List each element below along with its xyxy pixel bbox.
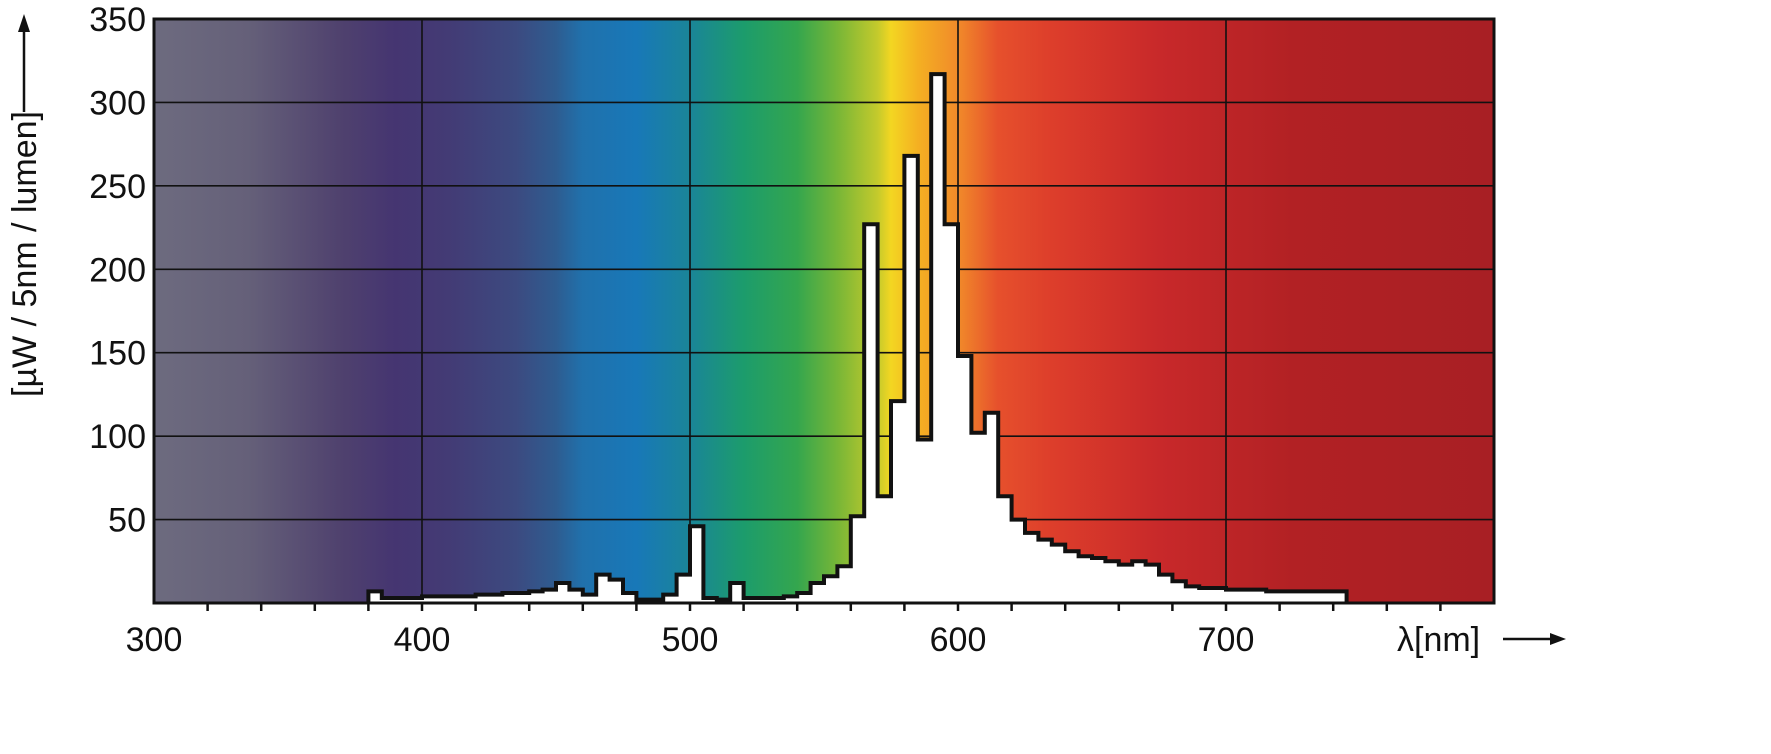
spectrum-bar-535 [783, 596, 798, 603]
spectrum-bar-540 [797, 592, 812, 603]
spectrum-bar-710 [1252, 589, 1267, 603]
spectrum-bar-570 [877, 496, 892, 603]
spectrum-bar-595 [944, 224, 959, 603]
spectrum-bar-530 [770, 597, 785, 603]
x-tick-label-300: 300 [126, 621, 183, 659]
spectrum-bar-670 [1145, 564, 1160, 603]
x-axis-arrow [1503, 633, 1566, 645]
spectrum-bar-515 [730, 582, 745, 603]
spectrum-bar-560 [850, 516, 865, 603]
spectrum-bar-610 [984, 412, 999, 603]
spectrum-bar-720 [1279, 591, 1294, 603]
spectrum-bar-615 [998, 496, 1013, 603]
spectrum-bar-460 [582, 594, 597, 603]
spectrum-bar-475 [623, 592, 637, 603]
x-tick-label-500: 500 [662, 621, 719, 659]
spectrum-bar-680 [1172, 581, 1187, 603]
spectrum-bar-625 [1025, 532, 1039, 603]
spectrum-bar-555 [837, 566, 852, 603]
spectrum-bar-635 [1051, 544, 1066, 603]
spectrum-bar-495 [676, 574, 691, 603]
spectrum-bar-640 [1065, 551, 1080, 603]
spectrum-bar-385 [381, 597, 396, 603]
y-tick-label-150: 150 [89, 335, 146, 373]
spectrum-bar-420 [475, 594, 490, 603]
spectrum-bar-740 [1333, 591, 1348, 603]
y-axis-ticks: 50 100 150 200 250 300 350 [89, 1, 146, 540]
spectrum-bar-545 [810, 582, 825, 603]
x-tick-label-400: 400 [394, 621, 451, 659]
spectrum-bar-665 [1132, 561, 1147, 603]
spectrum-bar-435 [515, 592, 530, 603]
spectrum-bar-700 [1226, 589, 1240, 603]
spectrum-bar-630 [1038, 539, 1053, 603]
spectrum-bar-695 [1212, 587, 1227, 603]
spectrum-bar-590 [931, 74, 946, 603]
spectrum-bar-650 [1092, 557, 1106, 603]
x-axis-ticks: 300 400 500 600 700 [126, 603, 1442, 659]
y-axis-arrow [18, 14, 30, 112]
spectrum-bar-605 [971, 432, 986, 603]
y-axis-title: [µW / 5nm / lumen] [6, 111, 44, 397]
spectrum-bar-690 [1199, 587, 1214, 603]
spectrum-bar-450 [556, 582, 570, 603]
spectrum-bar-645 [1078, 556, 1093, 603]
spectrum-bar-705 [1239, 589, 1254, 603]
spectrum-bar-575 [891, 401, 905, 603]
spectrum-bar-675 [1159, 574, 1173, 603]
spectrum-bar-455 [569, 589, 584, 603]
y-tick-label-300: 300 [89, 84, 146, 122]
spectrum-bars [368, 74, 1348, 603]
x-tick-label-600: 600 [930, 621, 987, 659]
spectrum-bar-685 [1185, 586, 1200, 603]
spectrum-bar-490 [663, 594, 678, 603]
spectrum-bar-430 [502, 592, 517, 603]
spectrum-bar-730 [1306, 591, 1321, 603]
spectrum-bar-440 [529, 591, 544, 603]
y-tick-label-50: 50 [108, 502, 146, 540]
spectrum-bar-600 [958, 356, 972, 603]
spectrum-bar-620 [1011, 519, 1026, 603]
spectrum-bar-520 [743, 597, 758, 603]
x-tick-label-700: 700 [1198, 621, 1255, 659]
spectrum-bar-400 [422, 596, 436, 603]
spectrum-bar-425 [489, 594, 503, 603]
y-tick-label-350: 350 [89, 1, 146, 39]
spectrum-bar-655 [1105, 561, 1120, 603]
spectrum-bar-445 [542, 589, 557, 603]
spectrum-bar-715 [1266, 591, 1281, 603]
spectrum-bar-500 [690, 526, 704, 603]
spectrum-bar-380 [368, 591, 383, 603]
y-tick-label-200: 200 [89, 251, 146, 289]
spectrum-bar-565 [864, 224, 879, 603]
spectrum-bar-410 [448, 596, 463, 603]
spectrum-bar-725 [1293, 591, 1307, 603]
spectrum-bar-395 [408, 597, 423, 603]
spectrum-bar-735 [1319, 591, 1334, 603]
spectrum-bar-465 [596, 574, 611, 603]
y-tick-label-250: 250 [89, 168, 146, 206]
spectrum-bar-525 [757, 597, 771, 603]
spectrum-bar-580 [904, 155, 919, 603]
spectrum-bar-390 [395, 597, 410, 603]
x-axis-title: λ[nm] [1397, 621, 1480, 659]
spectrum-bar-505 [703, 597, 718, 603]
plot-frame [152, 17, 1496, 605]
spectrum-bar-660 [1118, 564, 1133, 603]
spectrum-bar-550 [824, 576, 838, 603]
spectrum-background [154, 19, 1494, 603]
spectrum-bar-405 [435, 596, 450, 603]
y-tick-label-100: 100 [89, 418, 146, 456]
spectrum-bar-585 [917, 439, 932, 603]
spectrum-outline [366, 72, 1349, 603]
spectrum-bar-470 [609, 579, 624, 603]
spectrum-bar-415 [462, 596, 477, 603]
